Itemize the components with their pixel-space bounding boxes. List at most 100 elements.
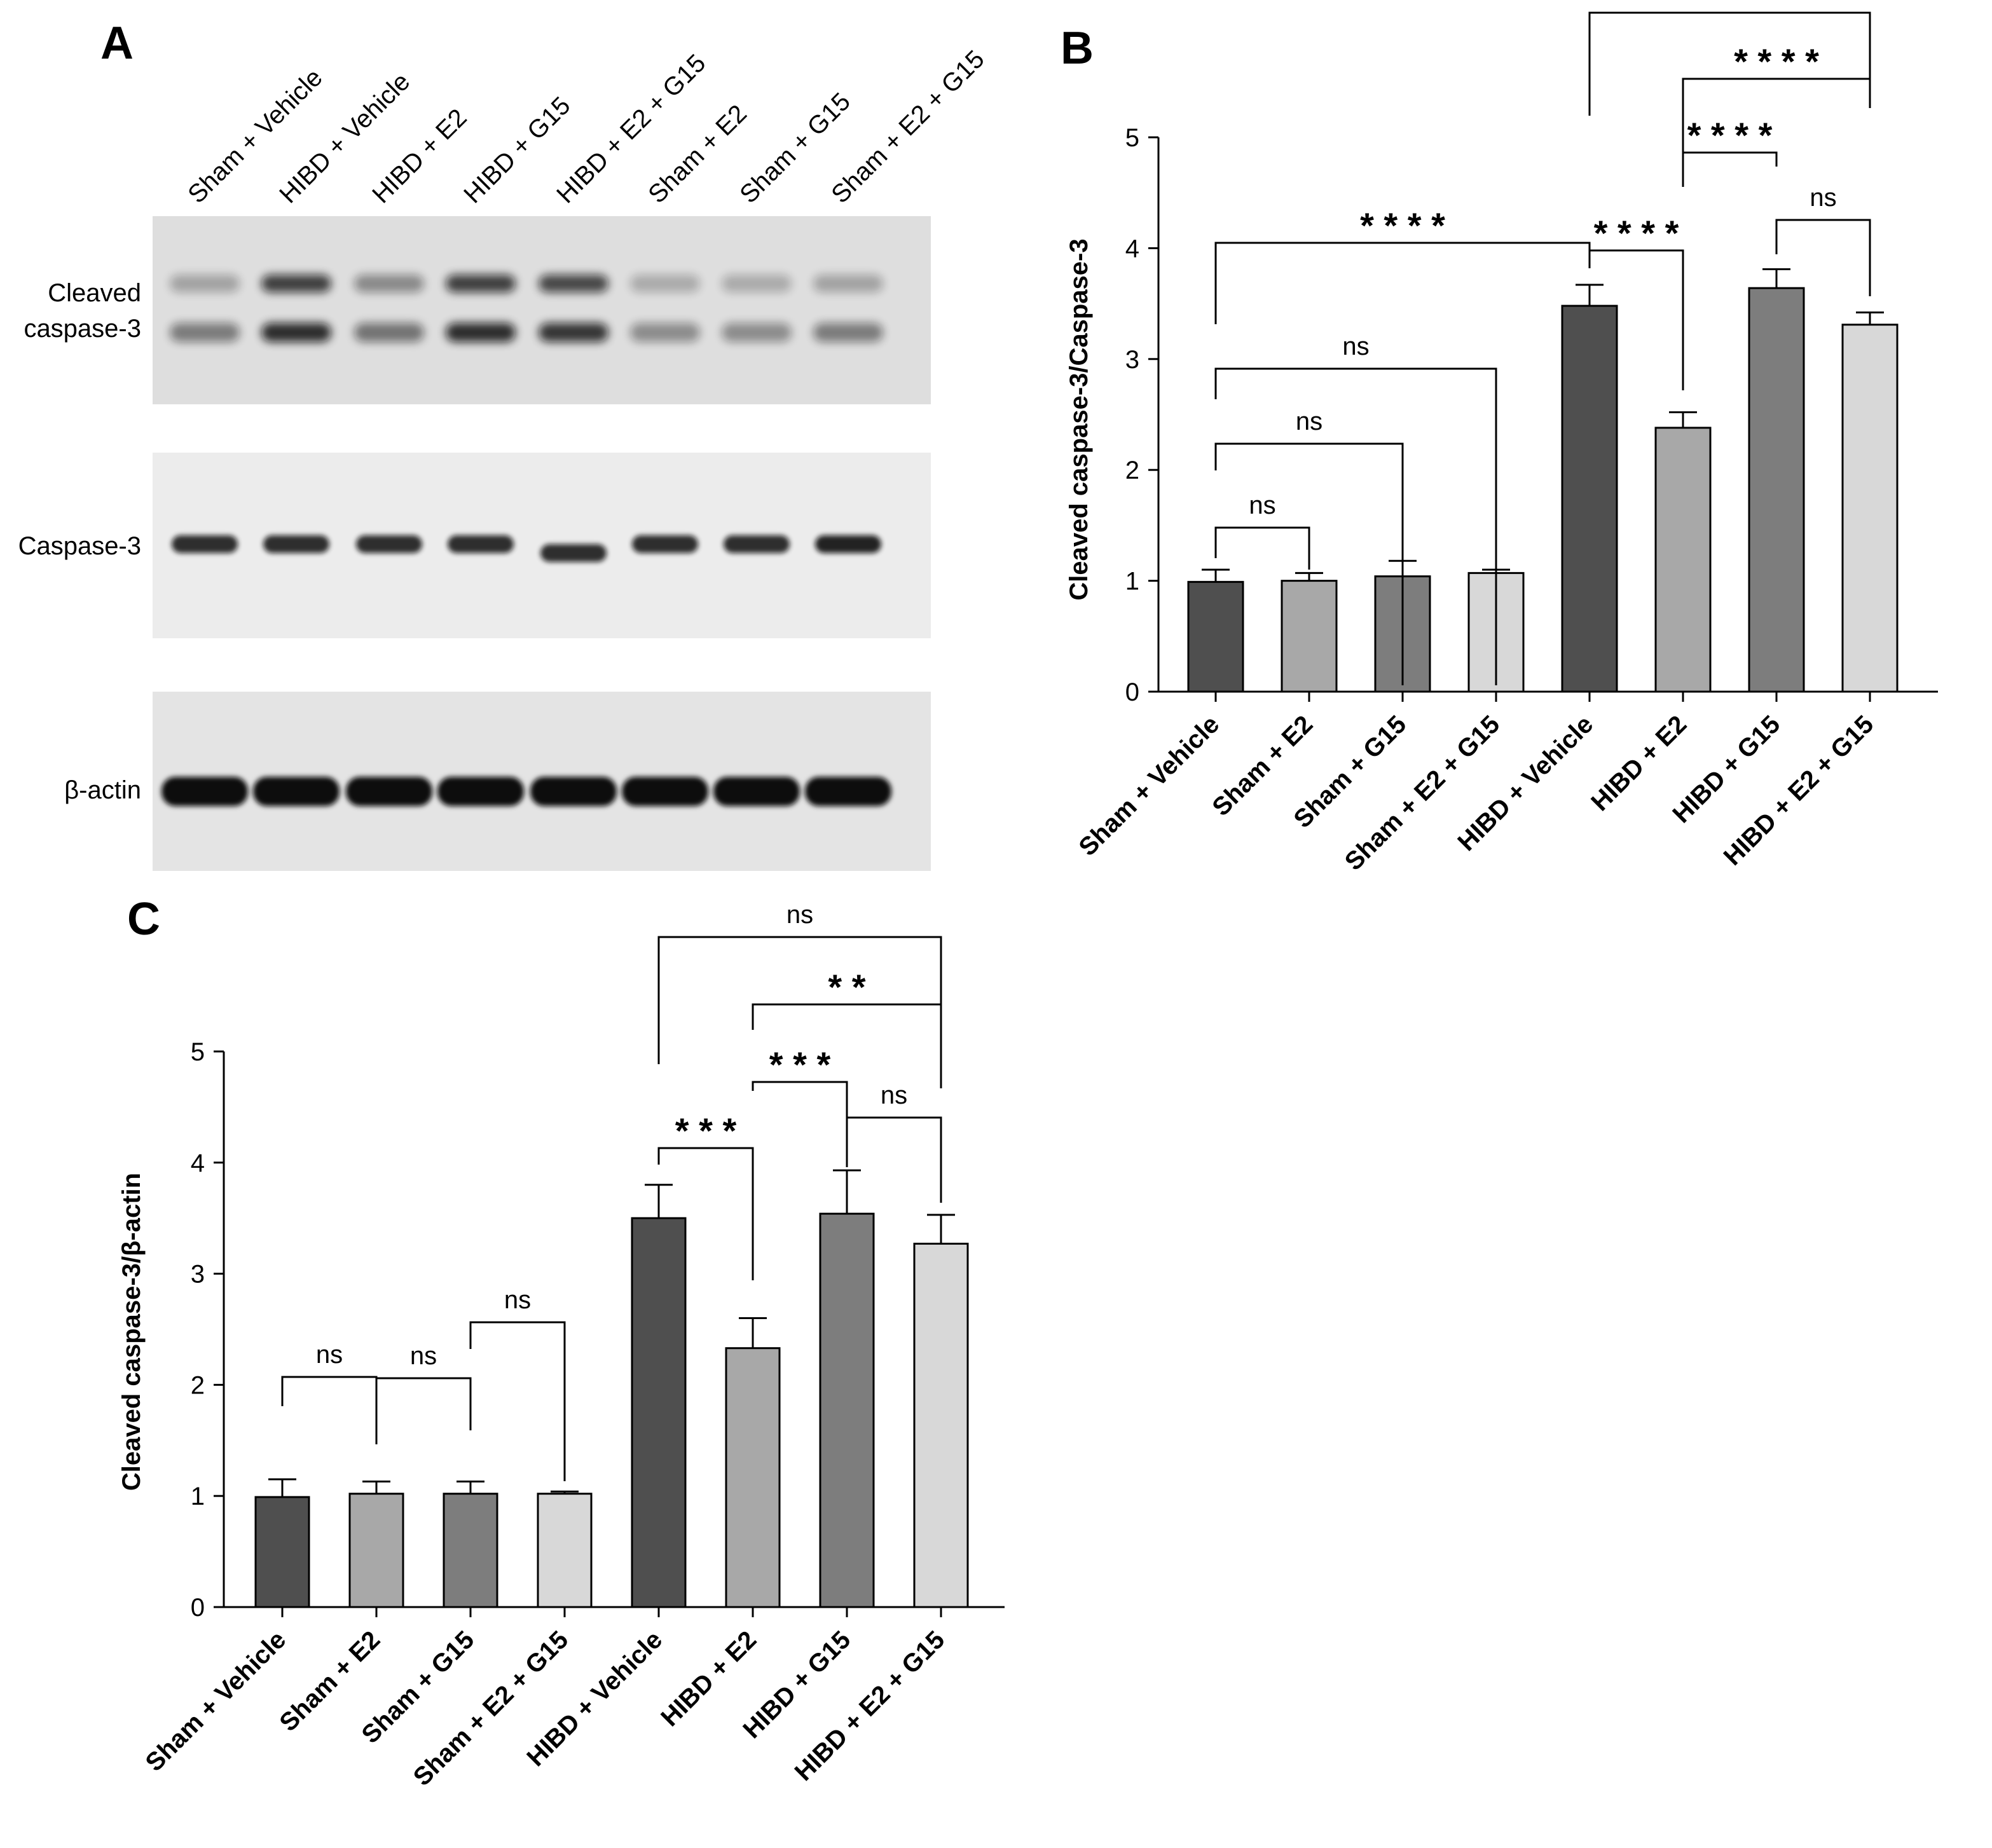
bar (725, 1347, 781, 1608)
significance-bracket (1588, 249, 1684, 390)
significance-bracket (1588, 11, 1871, 116)
caspase-band (632, 535, 698, 553)
y-tick-label: 4 (191, 1149, 205, 1177)
significance-label: ns (1296, 407, 1322, 435)
chart-c: Cleaved caspase-3/β-actin 0 1 2 3 4 5 Sham + V… (118, 901, 1005, 1791)
significance-bracket (375, 1377, 472, 1430)
actin-band (346, 777, 432, 806)
significance-label: * * * (675, 1111, 737, 1151)
bar (631, 1217, 687, 1608)
caspase-band (172, 535, 238, 553)
caspase-band (263, 535, 329, 553)
cleaved-band-lower (630, 323, 700, 342)
significance-label: ns (410, 1342, 437, 1370)
significance-label: * * * * (1734, 41, 1819, 81)
actin-band (530, 777, 617, 806)
significance-bracket (1214, 526, 1310, 570)
x-tick-label: Sham + E2 + G15 (1340, 710, 1506, 876)
chart-b-ylabel: Cleaved caspase-3/Caspase-3 (1065, 238, 1093, 600)
significance-label: ns (316, 1341, 343, 1369)
chart-c-ylabel: Cleaved caspase-3/β-actin (118, 1173, 146, 1491)
cleaved-band-lower (261, 323, 331, 342)
cleaved-band-lower (722, 323, 792, 342)
cleaved-caspase-bands (170, 275, 883, 342)
significance-label: ns (1342, 332, 1369, 360)
y-tick-label: 5 (191, 1038, 205, 1066)
lane-label: Sham + E2 + G15 (826, 45, 990, 209)
cleaved-band-upper (446, 275, 516, 292)
significance-bracket (1682, 151, 1778, 187)
caspase-band (815, 535, 881, 553)
caspase-bands (172, 535, 881, 562)
y-tick-label: 0 (191, 1594, 205, 1622)
caspase-band (724, 535, 790, 553)
bar (1841, 324, 1899, 693)
bar (819, 1212, 875, 1608)
cleaved-band-lower (446, 323, 516, 342)
y-tick-label: 3 (191, 1261, 205, 1289)
y-tick-label: 3 (1125, 346, 1139, 374)
bar (1654, 427, 1712, 693)
cleaved-band-upper (630, 275, 700, 292)
actin-band (253, 777, 340, 806)
significance-bracket (657, 936, 942, 1088)
significance-bracket (752, 1081, 848, 1167)
actin-band (622, 777, 708, 806)
significance-label: ns (786, 901, 813, 929)
significance-bracket (1214, 242, 1591, 324)
panel-c-letter: C (127, 894, 160, 945)
caspase-band (448, 535, 514, 553)
cleaved-band-upper (813, 275, 883, 292)
cleaved-band-lower (539, 323, 608, 342)
panel-a-letter: A (100, 18, 134, 69)
significance-bracket (1214, 442, 1404, 685)
significance-bracket (657, 1147, 754, 1280)
actin-band (805, 777, 891, 806)
x-tick-label: Sham + E2 + G15 (408, 1626, 574, 1791)
chart-b: Cleaved caspase-3/Caspase-3 0 1 2 3 4 5 Sham +… (1065, 0, 1938, 876)
significance-label: * * * * (1594, 213, 1679, 253)
cleaved-band-lower (813, 323, 883, 342)
x-tick-label: Sham + Vehicle (1073, 710, 1225, 861)
cleaved-band-upper (539, 275, 608, 292)
cleaved-band-upper (261, 275, 331, 292)
caspase-band (540, 544, 607, 562)
bar (1748, 287, 1805, 693)
blot-label-cleaved-line1: Cleaved (48, 279, 141, 307)
actin-band (713, 777, 800, 806)
significance-bracket (1214, 367, 1497, 685)
y-tick-label: 1 (191, 1482, 205, 1510)
lane-label: HIBD + E2 + G15 (551, 49, 711, 209)
caspase-band (356, 535, 422, 553)
bar (537, 1493, 593, 1608)
actin-band (161, 777, 248, 806)
significance-bracket (469, 1321, 566, 1481)
cleaved-band-upper (722, 275, 792, 292)
actin-bands (161, 777, 891, 806)
y-tick-label: 2 (1125, 456, 1139, 484)
bar (348, 1493, 404, 1608)
significance-label: ns (1716, 0, 1743, 4)
significance-label: ns (504, 1286, 531, 1314)
y-tick-label: 4 (1125, 235, 1139, 263)
bar (254, 1496, 310, 1608)
x-tick-label: Sham + Vehicle (140, 1626, 291, 1777)
significance-bracket (846, 1116, 942, 1203)
bar (1187, 580, 1244, 693)
cleaved-band-upper (170, 275, 240, 292)
significance-label: ns (1249, 491, 1275, 519)
cleaved-caspase-blot (153, 216, 931, 404)
cleaved-band-lower (170, 323, 240, 342)
blot-label-cleaved-line2: caspase-3 (24, 315, 141, 343)
blot-label-caspase: Caspase-3 (18, 532, 141, 560)
significance-label: * * * * (1360, 205, 1445, 245)
bar (1561, 305, 1618, 693)
actin-band (437, 777, 524, 806)
cleaved-band-lower (354, 323, 424, 342)
significance-label: ns (881, 1081, 907, 1109)
significance-bracket (281, 1376, 378, 1444)
y-tick-label: 2 (191, 1371, 205, 1399)
